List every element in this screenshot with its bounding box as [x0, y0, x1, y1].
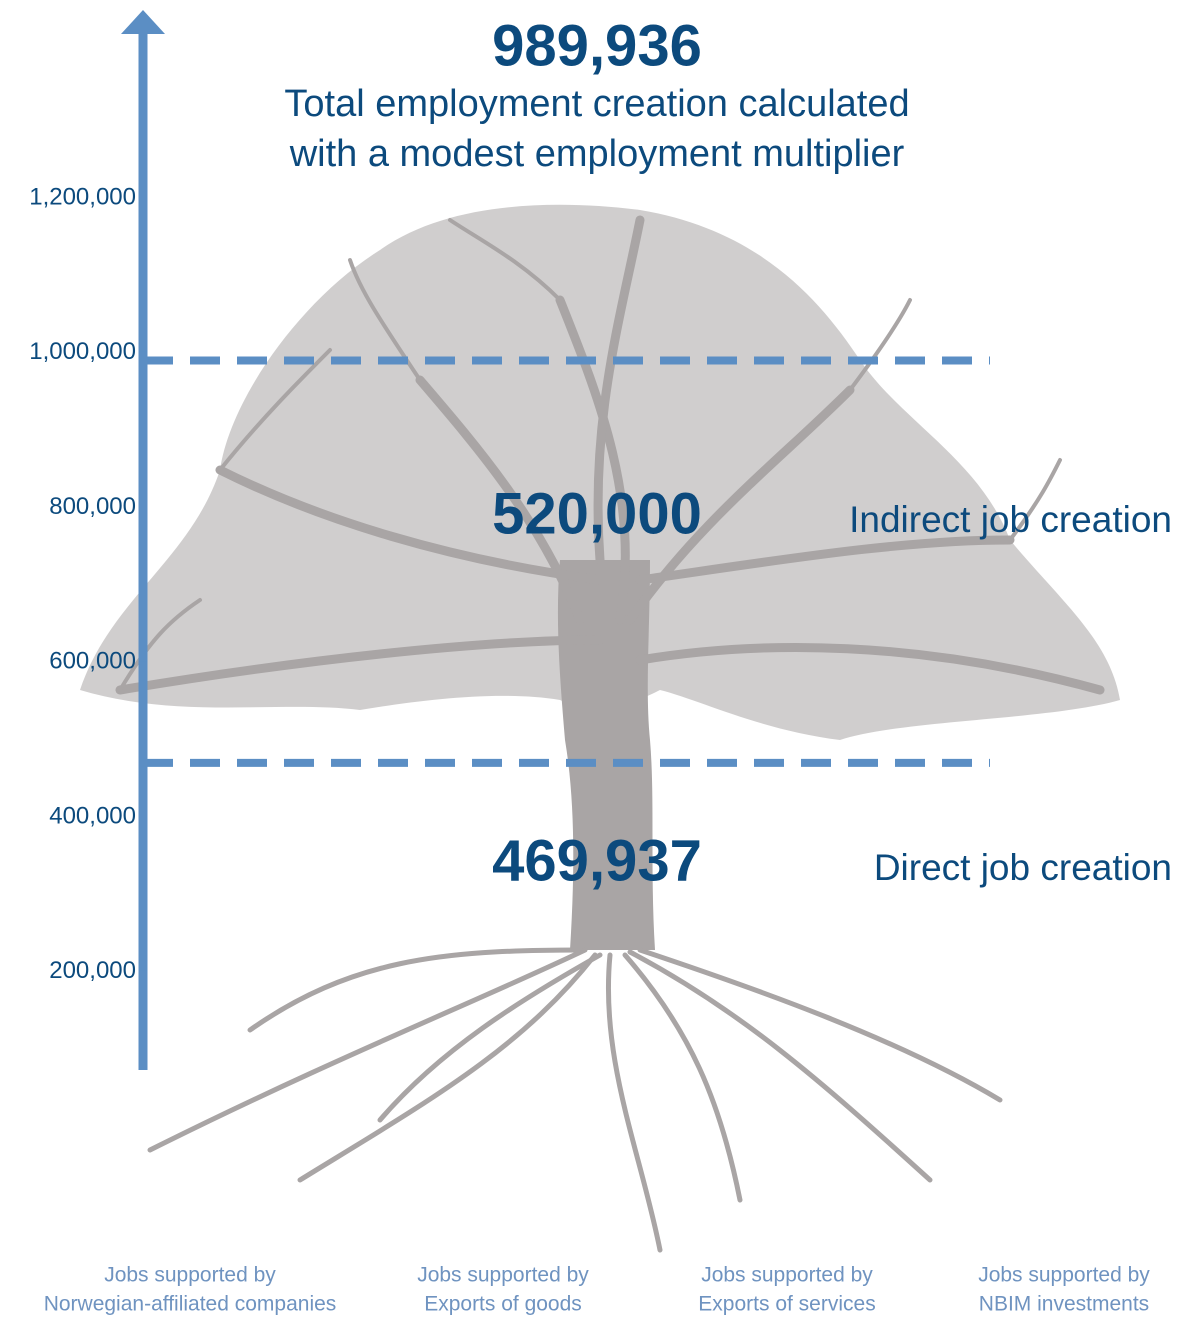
source-label: Jobs supported by — [104, 1264, 276, 1287]
source-label: Exports of services — [698, 1293, 875, 1316]
y-tick-label: 800,000 — [49, 493, 136, 520]
value-label: 469,937 — [492, 828, 702, 893]
caption: Total employment creation calculated — [284, 83, 909, 125]
source-label: Norwegian-affiliated companies — [44, 1293, 337, 1316]
series-name: Indirect job creation — [849, 499, 1172, 540]
source-label: Jobs supported by — [701, 1264, 873, 1287]
axis-arrow — [121, 10, 165, 34]
y-tick-label: 1,000,000 — [29, 338, 136, 365]
series-name: Direct job creation — [874, 847, 1172, 888]
source-label: Jobs supported by — [417, 1264, 589, 1287]
source-label: Jobs supported by — [978, 1264, 1150, 1287]
y-tick-label: 400,000 — [49, 802, 136, 829]
total-label: 989,936 — [492, 13, 702, 78]
source-label: Exports of goods — [424, 1293, 582, 1316]
y-tick-label: 1,200,000 — [29, 183, 136, 210]
source-label: NBIM investments — [979, 1293, 1149, 1316]
y-tick-label: 600,000 — [49, 648, 136, 675]
caption: with a modest employment multiplier — [289, 133, 905, 175]
value-label: 520,000 — [492, 481, 702, 546]
chart: 200,000 400,000 600,000 800,000 1,000,000 1,2… — [0, 0, 1185, 1317]
y-tick-label: 200,000 — [49, 957, 136, 984]
infographic: 200,000 400,000 600,000 800,000 1,000,000 1,2… — [0, 0, 1185, 1317]
